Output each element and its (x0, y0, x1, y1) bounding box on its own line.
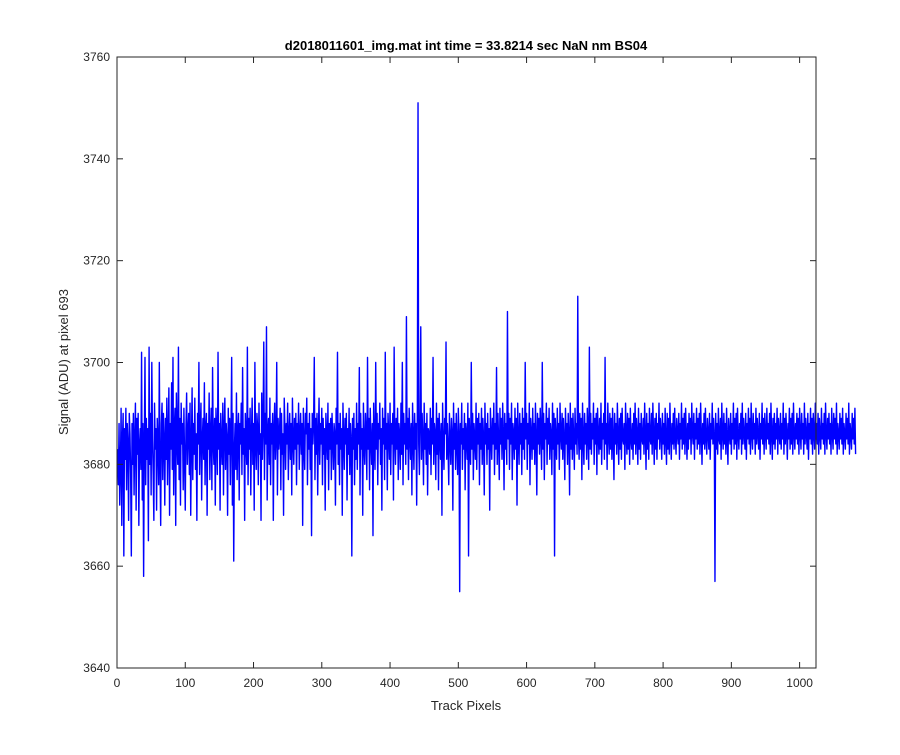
y-tick-label: 3680 (83, 457, 110, 471)
x-tick-label: 1000 (786, 676, 813, 690)
y-tick-label: 3700 (83, 356, 110, 370)
y-tick-label: 3660 (83, 559, 110, 573)
series-line-0 (116, 102, 857, 593)
x-tick-label: 100 (175, 676, 195, 690)
series-layer (116, 102, 857, 593)
y-tick-label: 3760 (83, 50, 110, 64)
y-tick-label: 3740 (83, 152, 110, 166)
x-tick-label: 400 (380, 676, 400, 690)
x-tick-label: 900 (721, 676, 741, 690)
y-axis-label: Signal (ADU) at pixel 693 (56, 289, 71, 435)
y-tick-label: 3640 (83, 661, 110, 675)
x-axis-label: Track Pixels (431, 698, 502, 713)
x-tick-label: 700 (585, 676, 605, 690)
x-axis-ticks: 0 100 200 300 400 500 600 700 800 900 1000 (114, 57, 813, 690)
x-tick-label: 300 (312, 676, 332, 690)
plot-area (117, 57, 816, 668)
x-tick-label: 800 (653, 676, 673, 690)
x-tick-label: 600 (517, 676, 537, 690)
x-tick-label: 200 (244, 676, 264, 690)
x-tick-label: 500 (448, 676, 468, 690)
y-tick-label: 3720 (83, 254, 110, 268)
chart-title: d2018011601_img.mat int time = 33.8214 s… (285, 38, 648, 53)
x-tick-label: 0 (114, 676, 121, 690)
y-axis-ticks: 3640 3660 3680 3700 3720 3740 3760 (83, 50, 816, 675)
